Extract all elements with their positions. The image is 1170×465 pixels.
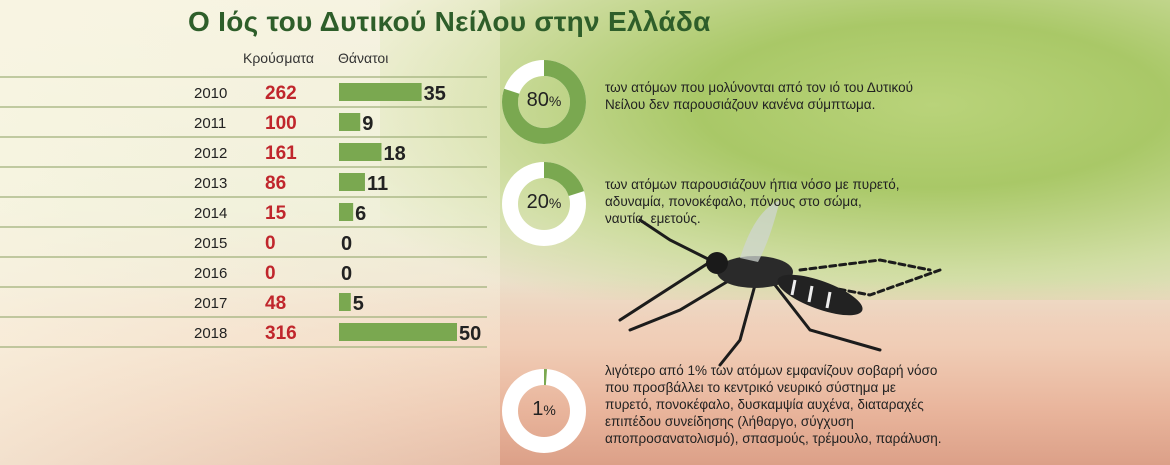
column-header-deaths: Θάνατοι: [338, 50, 389, 66]
year-label: 2014: [194, 205, 227, 222]
donut-chart-20: [502, 162, 586, 246]
cases-value: 316: [265, 323, 297, 344]
deaths-value: 9: [362, 113, 373, 135]
stat-description-80: των ατόμων που μολύνονται από τον ιό του…: [605, 79, 913, 113]
desc-line: αδυναμία, πονοκέφαλο, πόνους στο σώμα,: [605, 194, 862, 209]
stat-description-1: λιγότερο από 1% των ατόμων εμφανίζουν σο…: [605, 362, 942, 447]
cases-deaths-table: 2010 262 35 2011 100 9 2012 161 18 2013 86 11 2014 15…: [0, 76, 487, 348]
cases-value: 0: [265, 263, 276, 284]
cases-value: 100: [265, 113, 297, 134]
donut-arc: [502, 369, 586, 453]
cases-value: 161: [265, 143, 297, 164]
deaths-bar: [339, 113, 361, 131]
donut-chart-1: [502, 369, 586, 453]
desc-line: αποπροσανατολισμό), σπασμούς, τρέμουλο, …: [605, 431, 942, 446]
desc-line: Νείλου δεν παρουσιάζουν κανένα σύμπτωμα.: [605, 97, 876, 112]
year-label: 2015: [194, 235, 227, 252]
chart-title: Ο Ιός του Δυτικού Νείλου στην Ελλάδα: [188, 6, 711, 37]
desc-line: λιγότερο από 1% των ατόμων εμφανίζουν σο…: [605, 363, 938, 378]
deaths-bar: [339, 293, 351, 311]
column-header-cases: Κρούσματα: [243, 50, 314, 66]
desc-line: ναυτία, εμετούς.: [605, 211, 701, 226]
year-label: 2010: [194, 85, 227, 102]
deaths-bar: [339, 323, 457, 341]
year-label: 2013: [194, 175, 227, 192]
stat-percent-80: 80%: [504, 89, 584, 112]
donut-arc: [502, 60, 586, 144]
stat-value: 20: [526, 191, 549, 213]
year-label: 2017: [194, 295, 227, 312]
year-label: 2018: [194, 325, 227, 342]
cases-value: 262: [265, 83, 297, 104]
cases-value: 86: [265, 173, 286, 194]
stat-value: 1: [532, 398, 544, 420]
desc-line: που προσβάλλει το κεντρικό νευρικό σύστη…: [605, 380, 896, 395]
deaths-value: 50: [459, 323, 481, 345]
cases-value: 0: [265, 233, 276, 254]
deaths-value: 5: [353, 293, 364, 315]
cases-value: 15: [265, 203, 287, 224]
deaths-value: 0: [341, 263, 352, 285]
desc-line: πυρετό, πονοκέφαλο, δυσκαμψία αυχένα, δι…: [605, 397, 924, 412]
deaths-value: 18: [383, 143, 405, 165]
deaths-value: 35: [424, 83, 446, 105]
deaths-value: 6: [355, 203, 366, 225]
mosquito-illustration: [618, 200, 942, 367]
desc-line: των ατόμων παρουσιάζουν ήπια νόσο με πυρ…: [605, 177, 900, 192]
stat-unit: %: [543, 402, 556, 418]
deaths-value: 11: [367, 173, 388, 195]
deaths-bar: [339, 83, 422, 101]
cases-value: 48: [265, 293, 286, 314]
deaths-bar: [339, 203, 354, 221]
year-label: 2011: [194, 115, 226, 132]
year-label: 2016: [194, 265, 227, 282]
stat-value: 80: [526, 89, 549, 111]
stat-unit: %: [548, 195, 562, 211]
donut-arc: [502, 162, 586, 246]
deaths-bar: [339, 173, 365, 191]
stat-description-20: των ατόμων παρουσιάζουν ήπια νόσο με πυρ…: [605, 176, 899, 227]
stat-percent-1: 1%: [504, 398, 584, 421]
stat-percent-20: 20%: [504, 191, 584, 214]
year-label: 2012: [194, 145, 227, 162]
stat-unit: %: [548, 93, 562, 109]
background-foliage: [380, 0, 1170, 300]
desc-line: των ατόμων που μολύνονται από τον ιό του…: [605, 80, 913, 95]
donut-chart-80: [502, 60, 586, 144]
deaths-bar: [339, 143, 382, 161]
deaths-value: 0: [341, 233, 352, 255]
desc-line: επιπέδου συνείδησης (λήθαργο, σύγχυση: [605, 414, 854, 429]
